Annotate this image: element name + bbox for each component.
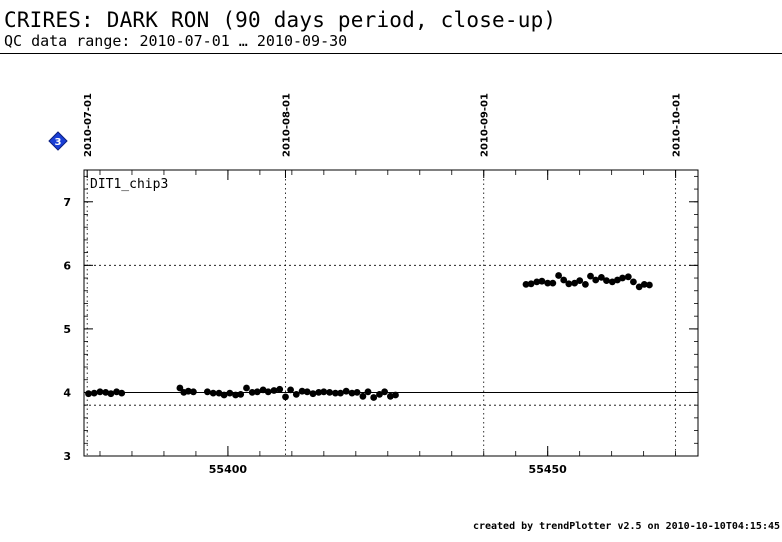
data-point	[190, 388, 197, 396]
y-tick-label: 6	[63, 259, 71, 272]
data-point	[259, 386, 267, 394]
data-point	[303, 388, 311, 396]
data-point	[102, 389, 110, 396]
data-point	[635, 283, 643, 291]
data-point	[381, 388, 388, 396]
data-point	[226, 389, 234, 397]
date-label: 2010-10-01	[672, 93, 683, 157]
data-point	[237, 391, 245, 398]
data-points	[85, 272, 653, 401]
y-tick-label: 5	[63, 323, 71, 336]
data-point	[298, 387, 306, 395]
data-point	[630, 278, 637, 286]
data-point	[243, 384, 250, 392]
gridlines	[86, 170, 677, 456]
x-tick-label: 55450	[529, 463, 568, 476]
data-point	[544, 279, 552, 287]
y-tick-label: 4	[63, 386, 71, 399]
data-point	[392, 391, 399, 399]
axis-ticks: 3 4 5 6 7 55400 55450	[63, 170, 698, 476]
data-point	[96, 388, 104, 396]
data-range-subtitle: QC data range: 2010-07-01 … 2010-09-30	[4, 32, 348, 50]
data-point	[549, 279, 557, 287]
data-point	[587, 272, 594, 280]
data-point	[232, 391, 240, 399]
data-point	[533, 278, 541, 286]
panel-label: DIT1_chip3	[90, 177, 168, 192]
data-point	[204, 388, 211, 396]
data-point	[90, 389, 98, 397]
data-point	[527, 280, 535, 288]
data-point	[603, 277, 610, 284]
data-point	[592, 276, 600, 284]
data-point	[624, 273, 632, 281]
data-point	[209, 389, 217, 397]
data-point	[248, 389, 256, 396]
data-point	[640, 281, 648, 288]
data-point	[113, 388, 120, 396]
chip-number-badge: 3	[48, 131, 68, 151]
data-point	[614, 276, 621, 284]
data-point	[576, 277, 584, 284]
data-point	[107, 390, 115, 398]
data-point	[292, 391, 300, 398]
data-point	[619, 274, 626, 282]
data-point	[253, 388, 261, 396]
data-point	[598, 274, 605, 281]
data-point	[538, 277, 546, 285]
data-point	[332, 389, 339, 397]
data-point	[359, 392, 367, 400]
date-label: 2010-07-01	[83, 93, 94, 157]
data-point	[220, 391, 228, 399]
data-point	[270, 387, 278, 394]
data-point	[264, 388, 272, 396]
data-point	[337, 389, 344, 397]
data-point	[287, 386, 294, 394]
badge-label: 3	[55, 137, 62, 148]
data-point	[582, 281, 589, 288]
data-point	[364, 388, 372, 396]
date-label: 2010-09-01	[480, 93, 491, 157]
data-point	[555, 272, 562, 279]
data-point	[353, 389, 361, 396]
data-point	[387, 392, 394, 400]
data-point	[560, 276, 568, 284]
footer-credit: created by trendPlotter v2.5 on 2010-10-…	[472, 521, 780, 532]
data-point	[320, 388, 328, 396]
data-point	[348, 389, 356, 397]
page-title: CRIRES: DARK RON (90 days period, close-…	[4, 8, 557, 32]
data-point	[376, 391, 383, 398]
data-point	[565, 280, 573, 288]
data-point	[282, 393, 289, 401]
data-point	[522, 281, 530, 288]
data-point	[326, 389, 333, 396]
badge-diamond-icon	[48, 131, 68, 151]
plot-border	[83, 169, 699, 457]
data-point	[370, 394, 378, 401]
data-point	[176, 384, 184, 392]
x-tick-label: 55400	[209, 463, 248, 476]
data-point	[646, 281, 653, 289]
data-point	[342, 387, 350, 395]
data-point	[608, 278, 616, 286]
data-point	[276, 385, 284, 393]
reference-lines	[84, 264, 698, 406]
data-point	[85, 390, 92, 398]
date-label: 2010-08-01	[281, 93, 292, 157]
date-axis-labels: 2010-07-01 2010-08-01 2010-09-01 2010-10-01	[83, 93, 682, 157]
data-point	[309, 390, 317, 398]
y-tick-label: 3	[63, 450, 71, 463]
data-point	[315, 389, 323, 396]
data-point	[118, 389, 126, 397]
data-point	[184, 387, 192, 395]
header-divider	[0, 53, 782, 54]
data-point	[571, 279, 578, 287]
y-tick-label: 7	[63, 196, 71, 209]
data-point	[215, 389, 223, 397]
plot-area	[83, 169, 699, 457]
